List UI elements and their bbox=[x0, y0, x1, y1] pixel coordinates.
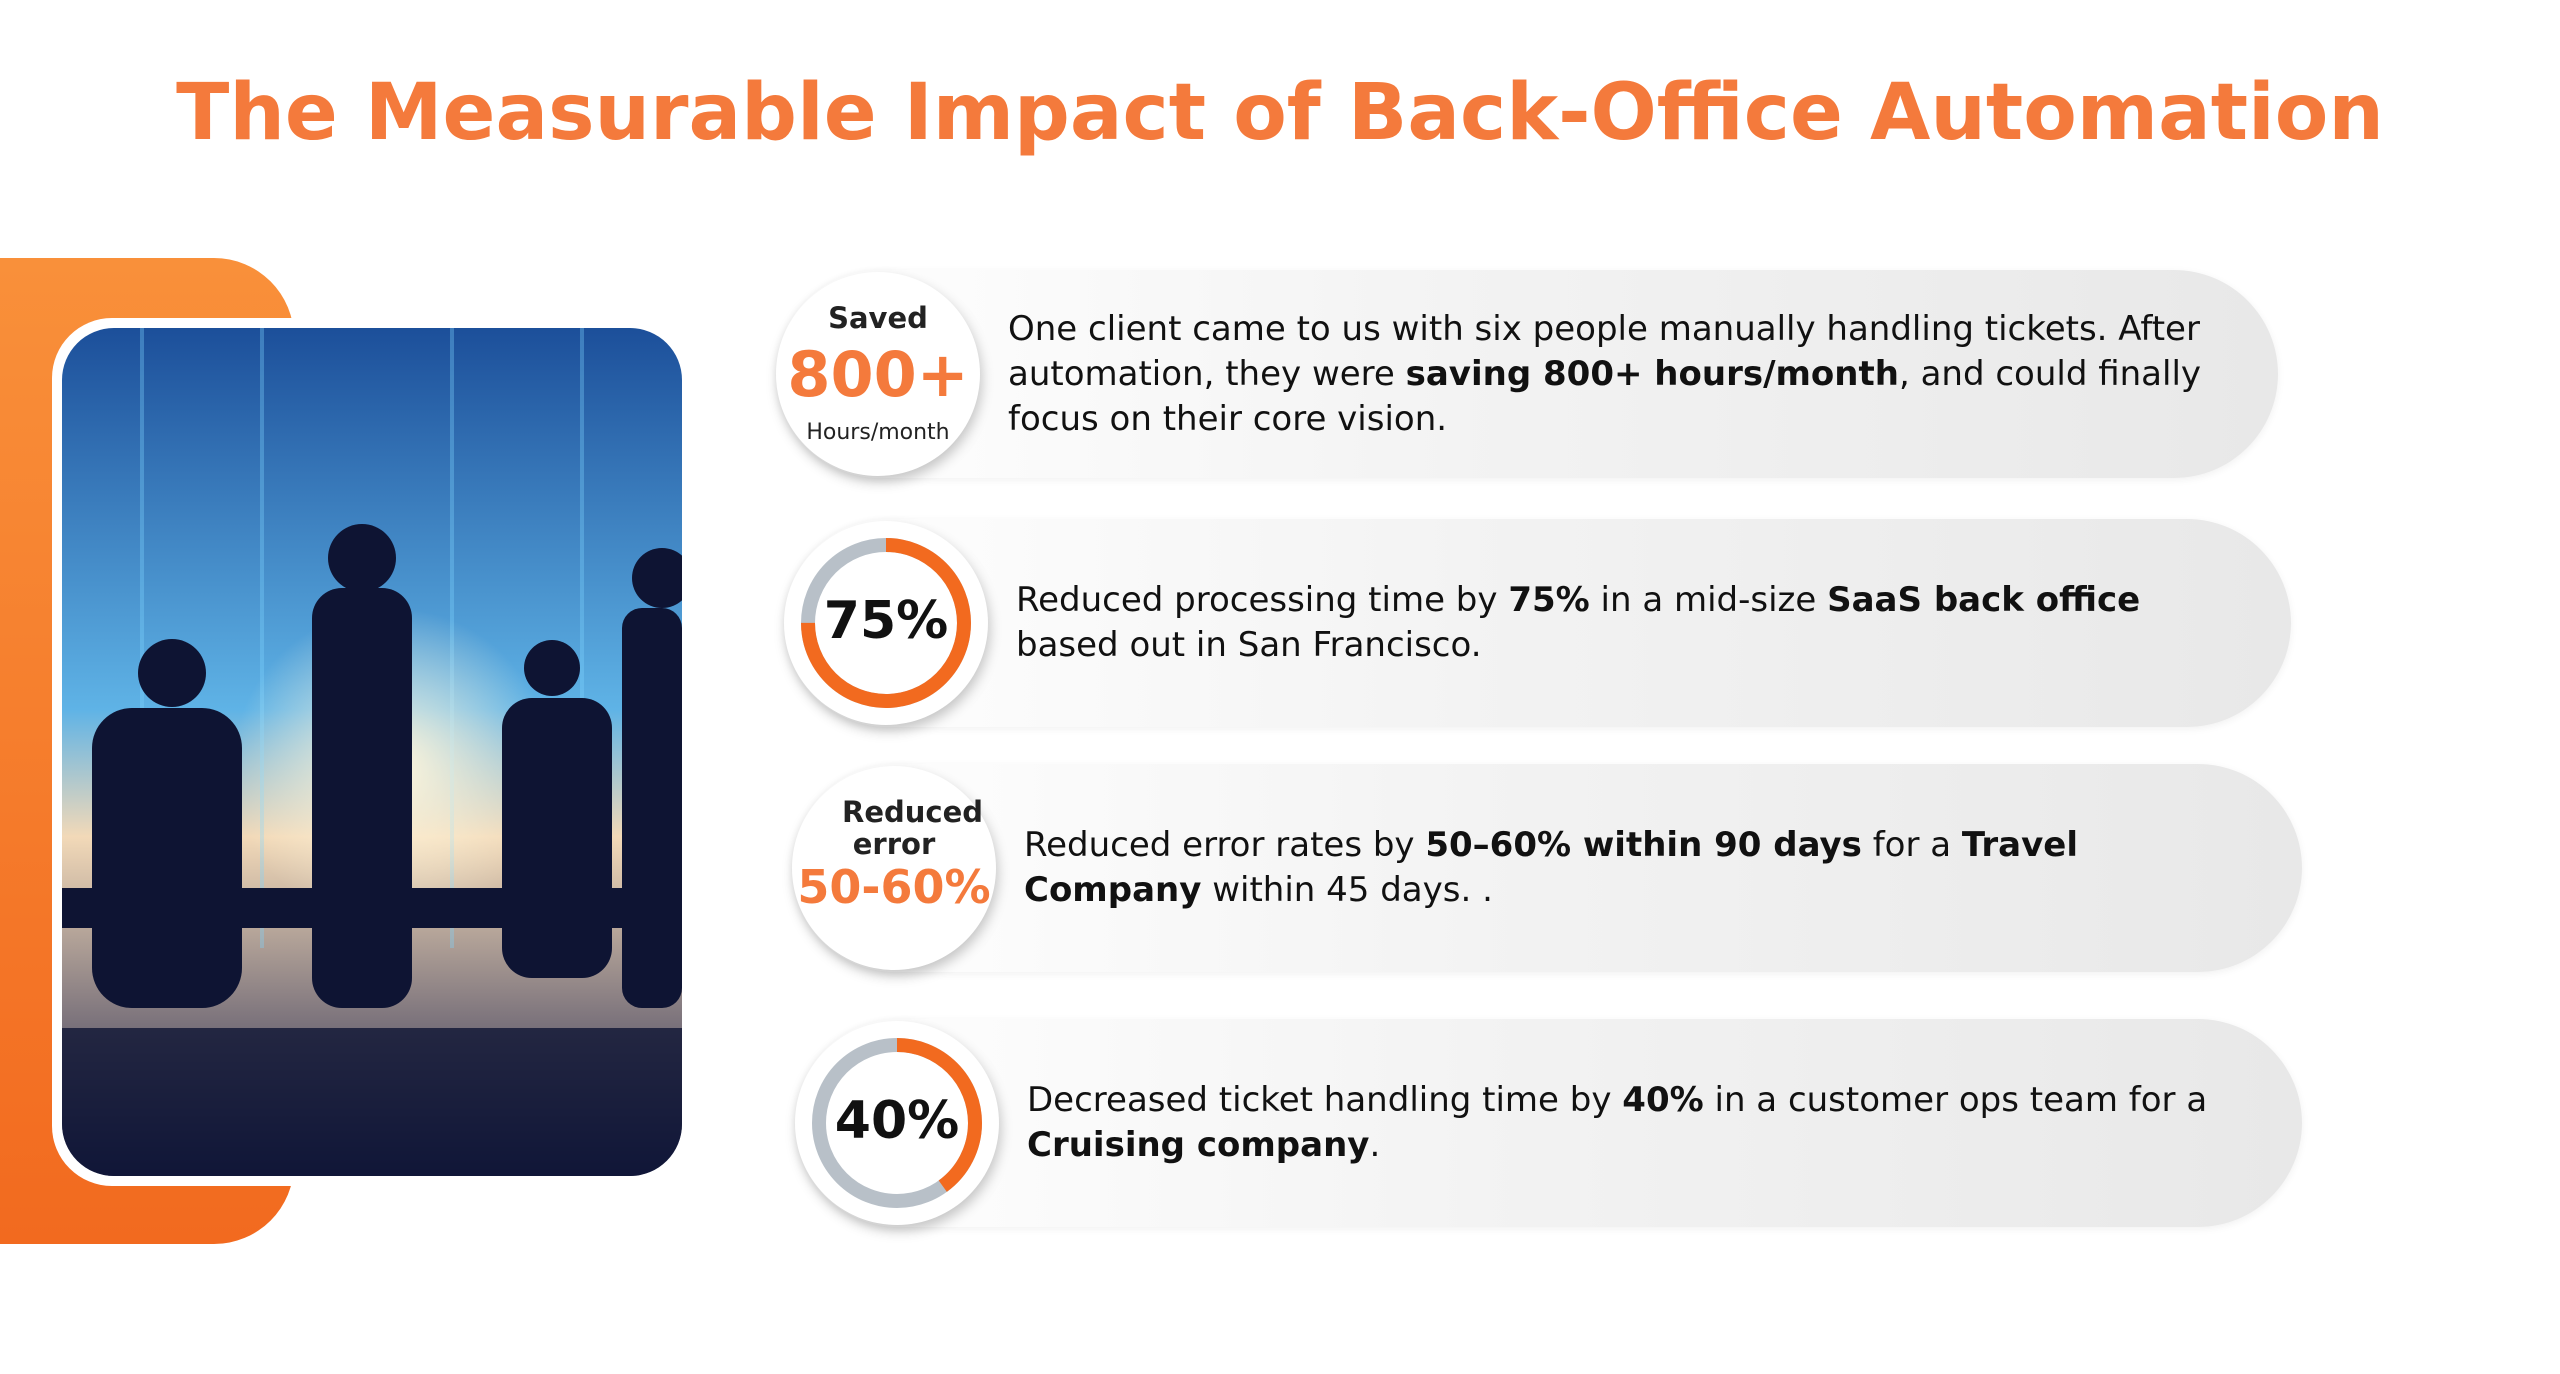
text: based out in San Francisco. bbox=[1016, 625, 1482, 665]
ring-arc bbox=[812, 1038, 982, 1208]
badge-value: 50-60% bbox=[797, 860, 991, 914]
text: Reduced error rates by bbox=[1024, 825, 1426, 865]
bold-text: 50–60% within 90 days bbox=[1425, 825, 1862, 865]
bold-text: SaaS back office bbox=[1827, 580, 2141, 620]
bold-text: saving 800+ hours/month bbox=[1405, 353, 1899, 394]
impact-card: Saved 800+ Hours/month One client came to u… bbox=[776, 270, 2278, 478]
badge: 75% bbox=[784, 521, 988, 725]
badge-caption: Reduced error bbox=[842, 795, 984, 861]
text: within 45 days. . bbox=[1201, 870, 1493, 910]
badge-value: 40% bbox=[834, 1091, 960, 1151]
bold-text: 40% bbox=[1622, 1080, 1704, 1120]
impact-card: Reduced error 50-60% Reduced error rates b… bbox=[792, 764, 2302, 972]
badge: Saved 800+ Hours/month bbox=[776, 272, 980, 476]
badge-value: 800+ bbox=[787, 338, 969, 411]
impact-card: 40% Decreased ticket handling time by 40%… bbox=[795, 1019, 2302, 1227]
text: in a mid-size bbox=[1589, 580, 1828, 620]
text: , and could finally focus on their core … bbox=[1008, 353, 2202, 439]
card-text: Reduced processing time by 75% in a mid-… bbox=[1016, 578, 2221, 668]
text: . bbox=[1369, 1125, 1381, 1165]
ring-arc bbox=[801, 538, 971, 708]
bold-text: Travel Company bbox=[1024, 825, 2078, 910]
text: in a customer ops team for a bbox=[1703, 1080, 2208, 1120]
text: for a bbox=[1861, 825, 1962, 865]
ring bbox=[812, 1038, 982, 1208]
bold-text: 75% bbox=[1508, 580, 1590, 620]
ring bbox=[801, 538, 971, 708]
badge: Reduced error 50-60% bbox=[792, 766, 996, 970]
impact-card: 75% Reduced processing time by 75% in a m… bbox=[784, 519, 2291, 727]
badge-caption: Hours/month bbox=[806, 420, 950, 445]
text: Decreased ticket handling time by bbox=[1027, 1080, 1623, 1120]
photo-frame bbox=[52, 318, 692, 1186]
badge: 40% bbox=[795, 1021, 999, 1225]
photo bbox=[62, 328, 682, 1176]
badge-value: 75% bbox=[823, 591, 949, 651]
text: Reduced processing time by bbox=[1016, 580, 1509, 620]
card-text: One client came to us with six people ma… bbox=[1008, 307, 2208, 442]
text: One client came to us with six people ma… bbox=[1008, 308, 2200, 394]
card-text: Decreased ticket handling time by 40% in… bbox=[1027, 1078, 2232, 1168]
bold-text: Cruising company bbox=[1027, 1125, 1370, 1165]
card-text: Reduced error rates by 50–60% within 90 … bbox=[1024, 823, 2232, 913]
title: The Measurable Impact of Back-Office Aut… bbox=[176, 68, 2384, 158]
badge-caption: Saved bbox=[828, 301, 928, 335]
